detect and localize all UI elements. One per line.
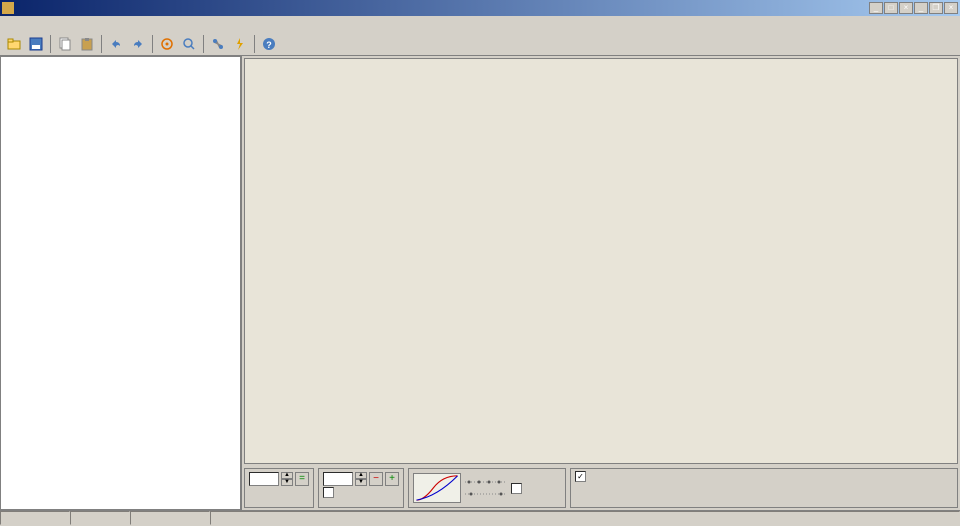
showpoints-checkbox[interactable]: ✓ [575, 471, 586, 482]
copy-button[interactable] [55, 34, 75, 54]
interp-group [408, 468, 566, 508]
open-button[interactable] [4, 34, 24, 54]
change-input[interactable] [323, 472, 353, 486]
help-button[interactable]: ? [259, 34, 279, 54]
set-spin-down[interactable]: ▼ [281, 479, 293, 486]
change-spin-down[interactable]: ▼ [355, 479, 367, 486]
change-spin-up[interactable]: ▲ [355, 472, 367, 479]
target-button[interactable] [157, 34, 177, 54]
minimize2-button[interactable]: _ [914, 2, 928, 14]
close2-button[interactable]: × [944, 2, 958, 14]
interp-thumb[interactable] [413, 473, 461, 503]
save-button[interactable] [26, 34, 46, 54]
close-button[interactable]: × [899, 2, 913, 14]
menubar [0, 16, 960, 32]
change-minus-button[interactable]: − [369, 472, 383, 486]
showpoints-group: ✓ [570, 468, 958, 508]
chart[interactable] [245, 59, 957, 463]
chart-container [244, 58, 958, 464]
change-plus-button[interactable]: + [385, 472, 399, 486]
flash-button[interactable] [230, 34, 250, 54]
set-apply-button[interactable]: = [295, 472, 309, 486]
change-group: ▲▼ − + [318, 468, 404, 508]
app-icon [2, 2, 14, 14]
interp-checkbox[interactable] [511, 483, 522, 494]
svg-text:?: ? [266, 40, 272, 50]
connect-button[interactable] [208, 34, 228, 54]
search-button[interactable] [179, 34, 199, 54]
tree-panel[interactable] [0, 56, 242, 510]
set-group: ▲▼ = [244, 468, 314, 508]
statusbar [0, 510, 960, 526]
status-cell3 [130, 511, 210, 525]
interp-opt2[interactable] [465, 489, 507, 499]
interp-opt1[interactable] [465, 477, 507, 487]
maximize-button[interactable]: □ [884, 2, 898, 14]
redo-button[interactable] [128, 34, 148, 54]
titlebar: _ □ × _ ❐ × [0, 0, 960, 16]
status-cell1 [0, 511, 70, 525]
minimize-button[interactable]: _ [869, 2, 883, 14]
set-spin-up[interactable]: ▲ [281, 472, 293, 479]
restore-button[interactable]: ❐ [929, 2, 943, 14]
toolbar: ? [0, 32, 960, 56]
set-input[interactable] [249, 472, 279, 486]
paste-button[interactable] [77, 34, 97, 54]
status-cell2 [70, 511, 130, 525]
status-cell4 [210, 511, 960, 525]
bottom-panel: ▲▼ = ▲▼ − + [242, 466, 960, 510]
undo-button[interactable] [106, 34, 126, 54]
percent-checkbox[interactable] [323, 487, 334, 498]
interp-label [525, 483, 561, 494]
